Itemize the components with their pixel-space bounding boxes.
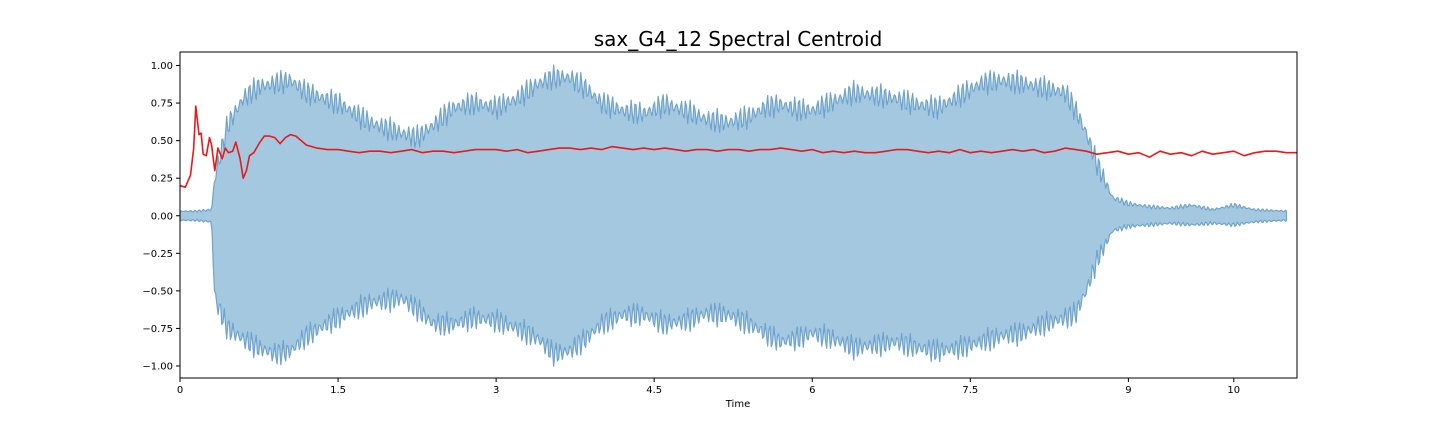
- x-axis-label: Time: [725, 399, 750, 410]
- x-tick-label: 0: [177, 385, 183, 396]
- y-tick-label: −0.25: [142, 249, 173, 260]
- y-tick-label: 1.00: [151, 61, 173, 72]
- y-tick-label: 0.50: [151, 136, 173, 147]
- y-tick-label: −0.50: [142, 286, 173, 297]
- y-axis: 1.00 0.75 0.50 0.25 0.00 −0.25 −0.50 −0.75 −1.00: [142, 61, 180, 372]
- x-tick-label: 10: [1227, 385, 1240, 396]
- x-axis: 0 1.5 3 4.5 6 7.5 9 10: [177, 378, 1240, 396]
- waveform-area: [179, 64, 1288, 367]
- y-tick-label: −0.75: [142, 324, 173, 335]
- x-tick-label: 1.5: [330, 385, 346, 396]
- x-tick-label: 7.5: [962, 385, 978, 396]
- x-tick-label: 9: [1125, 385, 1131, 396]
- y-tick-label: 0.00: [151, 211, 173, 222]
- x-tick-label: 3: [493, 385, 499, 396]
- y-tick-label: 0.75: [151, 99, 173, 110]
- x-tick-label: 4.5: [646, 385, 662, 396]
- y-tick-label: 0.25: [151, 174, 173, 185]
- x-tick-label: 6: [809, 385, 815, 396]
- plot-area: [179, 64, 1297, 367]
- axes-frame: [179, 51, 1298, 379]
- y-tick-label: −1.00: [142, 361, 173, 372]
- spectral-centroid-line: [179, 105, 1297, 188]
- chart-title: sax_G4_12 Spectral Centroid: [594, 27, 883, 51]
